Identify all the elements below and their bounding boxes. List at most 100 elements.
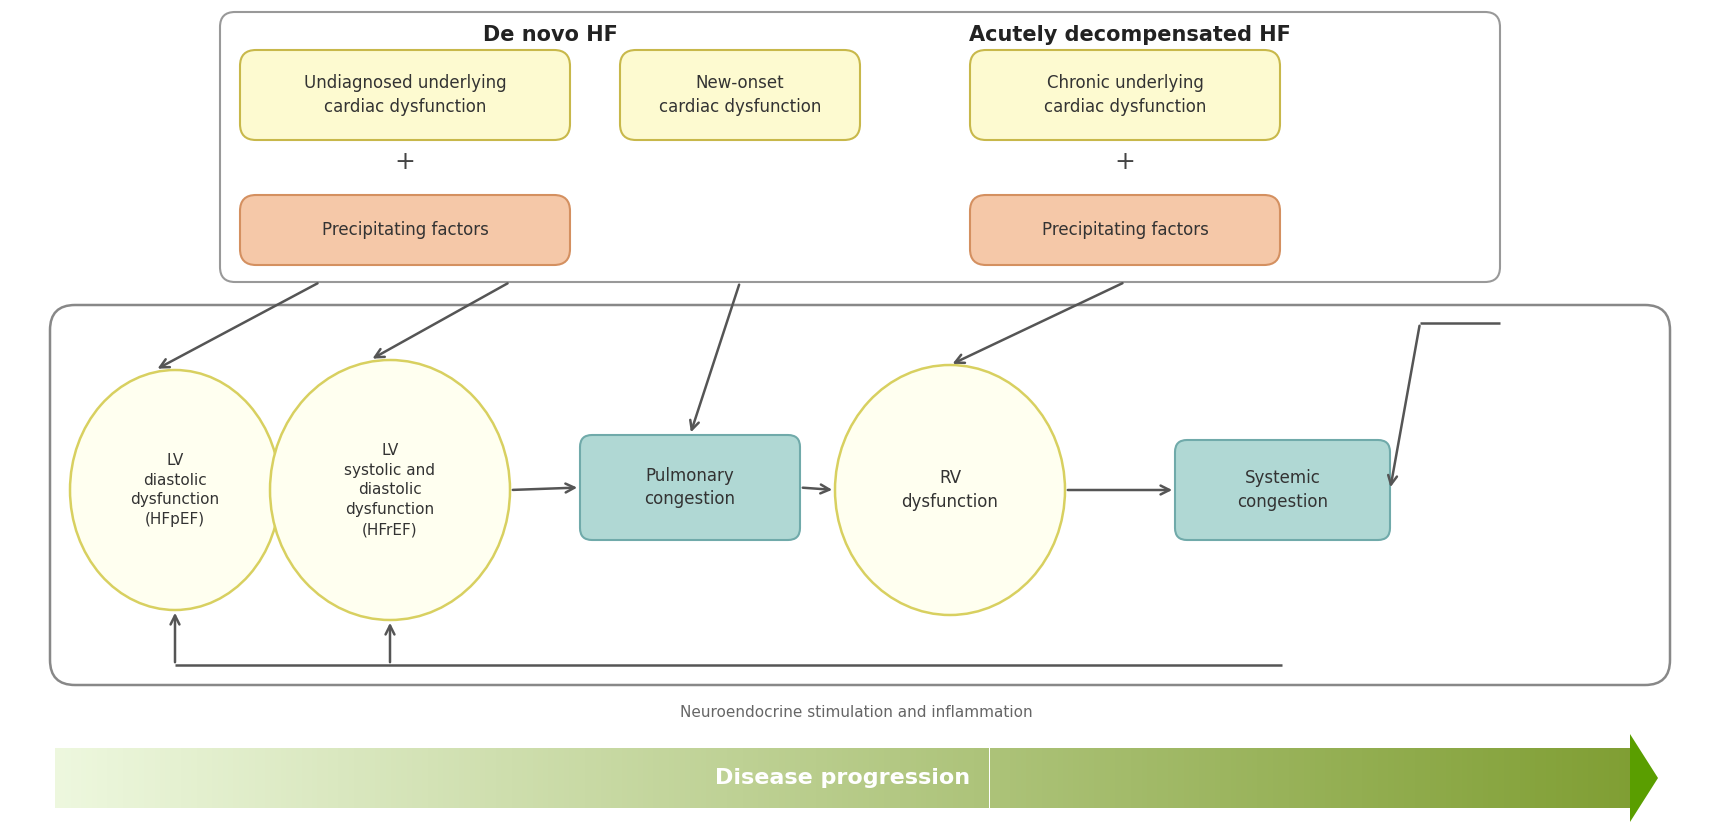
Bar (517, 748, 522, 808)
Bar (780, 748, 785, 808)
Text: Undiagnosed underlying
cardiac dysfunction: Undiagnosed underlying cardiac dysfuncti… (303, 74, 506, 116)
Bar (1052, 748, 1057, 808)
Bar (1530, 748, 1535, 808)
Bar (1405, 748, 1410, 808)
Bar (453, 748, 459, 808)
Bar (181, 748, 186, 808)
Bar (375, 748, 380, 808)
Bar (879, 748, 885, 808)
Bar (471, 748, 476, 808)
Bar (103, 748, 108, 808)
Bar (186, 748, 192, 808)
Bar (1252, 748, 1258, 808)
Bar (994, 748, 999, 808)
Bar (402, 748, 407, 808)
Bar (1141, 748, 1146, 808)
Bar (496, 748, 501, 808)
Bar (821, 748, 826, 808)
Bar (80, 748, 87, 808)
Bar (999, 748, 1006, 808)
Bar (643, 748, 648, 808)
Bar (522, 748, 527, 808)
FancyBboxPatch shape (240, 50, 570, 140)
Bar (1525, 748, 1530, 808)
Bar (679, 748, 684, 808)
Bar (171, 748, 176, 808)
Bar (832, 748, 837, 808)
Bar (60, 748, 65, 808)
Bar (354, 748, 359, 808)
Bar (1347, 748, 1352, 808)
Text: LV
diastolic
dysfunction
(HFpEF): LV diastolic dysfunction (HFpEF) (130, 453, 219, 527)
Bar (1258, 748, 1263, 808)
Bar (476, 748, 481, 808)
Bar (481, 748, 486, 808)
Bar (1011, 748, 1016, 808)
Bar (895, 748, 900, 808)
Ellipse shape (835, 365, 1064, 615)
Bar (459, 748, 464, 808)
Ellipse shape (70, 370, 281, 610)
Bar (1478, 748, 1483, 808)
Bar (669, 748, 674, 808)
Bar (1220, 748, 1225, 808)
Bar (623, 748, 628, 808)
Bar (1163, 748, 1169, 808)
Bar (1446, 748, 1451, 808)
Bar (1210, 748, 1215, 808)
Bar (1394, 748, 1400, 808)
Bar (575, 748, 580, 808)
Bar (222, 748, 228, 808)
Bar (926, 748, 932, 808)
Bar (1572, 748, 1578, 808)
Bar (1415, 748, 1420, 808)
Text: Precipitating factors: Precipitating factors (1042, 221, 1208, 239)
FancyBboxPatch shape (970, 50, 1280, 140)
Bar (233, 748, 240, 808)
Bar (334, 748, 339, 808)
Bar (370, 748, 375, 808)
Bar (549, 748, 554, 808)
Bar (176, 748, 181, 808)
Bar (722, 748, 727, 808)
Bar (364, 748, 370, 808)
FancyBboxPatch shape (619, 50, 861, 140)
Bar (464, 748, 471, 808)
Bar (1126, 748, 1131, 808)
Bar (1352, 748, 1357, 808)
Text: Precipitating factors: Precipitating factors (322, 221, 488, 239)
Bar (1499, 748, 1504, 808)
Bar (1085, 748, 1090, 808)
Bar (785, 748, 790, 808)
Bar (753, 748, 758, 808)
Bar (154, 748, 161, 808)
Bar (585, 748, 590, 808)
Bar (963, 748, 968, 808)
FancyBboxPatch shape (580, 435, 801, 540)
Bar (240, 748, 245, 808)
Bar (1027, 748, 1032, 808)
Bar (265, 748, 270, 808)
Bar (1425, 748, 1430, 808)
Polygon shape (1631, 734, 1658, 822)
Bar (932, 748, 938, 808)
Bar (1037, 748, 1042, 808)
Bar (329, 748, 334, 808)
Text: RV
dysfunction: RV dysfunction (902, 469, 999, 511)
FancyBboxPatch shape (240, 195, 570, 265)
Bar (984, 748, 989, 808)
Bar (1136, 748, 1141, 808)
Bar (570, 748, 575, 808)
Bar (743, 748, 748, 808)
Bar (1199, 748, 1205, 808)
Bar (245, 748, 250, 808)
Bar (611, 748, 616, 808)
Bar (659, 748, 664, 808)
Text: Pulmonary
congestion: Pulmonary congestion (645, 467, 736, 508)
Bar (1473, 748, 1478, 808)
Bar (1121, 748, 1126, 808)
Bar (1552, 748, 1557, 808)
Bar (606, 748, 611, 808)
Bar (1613, 748, 1620, 808)
Bar (1341, 748, 1347, 808)
